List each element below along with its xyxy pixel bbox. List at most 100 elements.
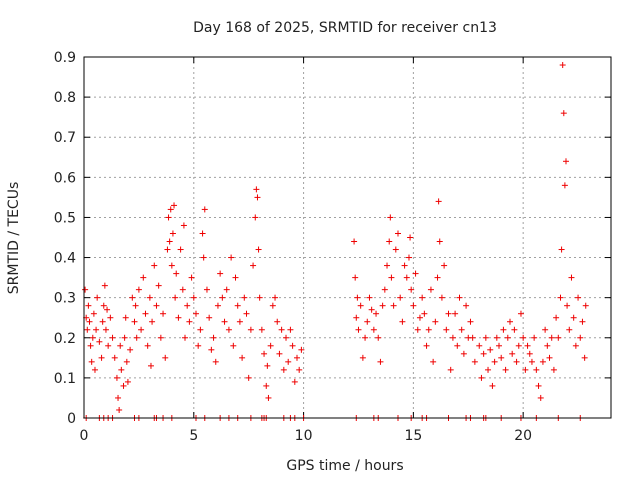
- data-point: [577, 334, 584, 341]
- data-point: [370, 326, 377, 333]
- y-tick-label: 0.5: [54, 210, 76, 226]
- data-point: [498, 354, 505, 361]
- y-tick-label: 0.2: [54, 331, 76, 347]
- data-point: [575, 294, 582, 301]
- data-point: [157, 334, 164, 341]
- data-point: [408, 286, 415, 293]
- data-point: [121, 334, 128, 341]
- data-point: [276, 350, 283, 357]
- data-point: [456, 294, 463, 301]
- data-point: [581, 354, 588, 361]
- data-point: [84, 326, 91, 333]
- data-point: [454, 342, 461, 349]
- data-point: [405, 254, 412, 261]
- data-point: [201, 206, 208, 213]
- data-point: [261, 350, 268, 357]
- x-axis-label: GPS time / hours: [286, 458, 403, 474]
- data-points: [82, 62, 589, 421]
- data-point: [258, 326, 265, 333]
- data-point: [386, 238, 393, 245]
- data-point: [144, 342, 151, 349]
- data-point: [537, 394, 544, 401]
- data-point: [199, 230, 206, 237]
- data-point: [362, 334, 369, 341]
- data-point: [149, 318, 156, 325]
- data-point: [210, 334, 217, 341]
- data-point: [368, 306, 375, 313]
- data-point: [221, 318, 228, 325]
- data-point: [203, 286, 210, 293]
- y-tick-label: 0.6: [54, 170, 76, 186]
- data-point: [127, 346, 134, 353]
- data-point: [263, 382, 270, 389]
- data-point: [115, 394, 122, 401]
- data-point: [449, 334, 456, 341]
- data-point: [509, 350, 516, 357]
- data-point: [561, 182, 568, 189]
- data-point: [172, 294, 179, 301]
- data-point: [485, 366, 492, 373]
- data-point: [104, 306, 111, 313]
- data-point: [241, 294, 248, 301]
- grid-lines: [84, 57, 611, 418]
- data-point: [245, 374, 252, 381]
- x-tick-label: 10: [295, 428, 313, 444]
- data-point: [122, 314, 129, 321]
- data-point: [177, 246, 184, 253]
- data-point: [531, 334, 538, 341]
- data-point: [425, 326, 432, 333]
- data-point: [351, 238, 358, 245]
- data-point: [232, 274, 239, 281]
- data-point: [572, 342, 579, 349]
- data-point: [399, 318, 406, 325]
- data-point: [539, 358, 546, 365]
- data-point: [403, 274, 410, 281]
- data-point: [90, 310, 97, 317]
- data-point: [212, 358, 219, 365]
- data-point: [430, 358, 437, 365]
- data-point: [89, 334, 96, 341]
- data-point: [179, 286, 186, 293]
- data-point: [116, 406, 123, 413]
- data-point: [546, 354, 553, 361]
- data-point: [138, 326, 145, 333]
- data-point: [225, 326, 232, 333]
- data-point: [208, 346, 215, 353]
- data-point: [550, 366, 557, 373]
- data-point: [155, 282, 162, 289]
- data-point: [414, 326, 421, 333]
- data-point: [434, 274, 441, 281]
- data-point: [269, 302, 276, 309]
- data-point: [568, 274, 575, 281]
- data-point: [169, 230, 176, 237]
- data-point: [447, 366, 454, 373]
- data-point: [283, 334, 290, 341]
- data-point: [243, 310, 250, 317]
- data-point: [562, 158, 569, 165]
- data-point: [111, 354, 118, 361]
- data-point: [140, 274, 147, 281]
- data-point: [107, 314, 114, 321]
- data-point: [252, 214, 259, 221]
- data-point: [412, 270, 419, 277]
- data-point: [387, 214, 394, 221]
- data-point: [542, 326, 549, 333]
- data-point: [579, 318, 586, 325]
- data-point: [214, 302, 221, 309]
- data-point: [548, 334, 555, 341]
- data-point: [146, 294, 153, 301]
- data-point: [101, 282, 108, 289]
- data-point: [123, 358, 130, 365]
- plot-frame: [83, 56, 612, 419]
- data-point: [375, 334, 382, 341]
- data-point: [359, 354, 366, 361]
- data-point: [162, 354, 169, 361]
- data-point: [513, 358, 520, 365]
- x-tick-label: 20: [514, 428, 532, 444]
- data-point: [184, 302, 191, 309]
- y-tick-label: 0: [67, 411, 76, 427]
- data-point: [491, 358, 498, 365]
- data-point: [223, 286, 230, 293]
- data-point: [517, 310, 524, 317]
